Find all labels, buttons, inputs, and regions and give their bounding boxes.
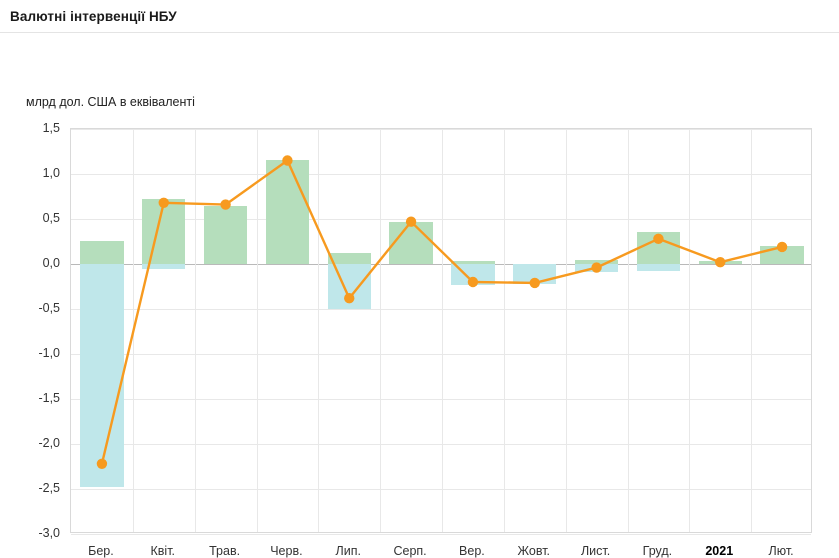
x-axis-tick-label: Лист.: [580, 544, 611, 558]
x-axis-tick-label: Лют.: [768, 544, 794, 558]
bar[interactable]: [80, 240, 124, 264]
y-axis-tick-label: -2,5: [38, 481, 60, 495]
x-axis-tick-label: Черв.: [270, 544, 303, 558]
gridline-horizontal: [71, 129, 811, 130]
plot-inner: [71, 129, 811, 535]
bar[interactable]: [451, 264, 495, 285]
bar[interactable]: [636, 231, 681, 264]
y-axis-tick-label: -1,5: [38, 391, 60, 405]
page-title: Валютні інтервенції НБУ: [10, 8, 177, 24]
bar[interactable]: [142, 199, 186, 264]
bar[interactable]: [389, 221, 433, 264]
gridline-horizontal: [71, 354, 811, 355]
gridline-horizontal: [71, 534, 811, 535]
bar[interactable]: [142, 264, 186, 269]
x-axis-tick-label: 2021: [705, 544, 734, 558]
chart-header: Валютні інтервенції НБУ: [0, 0, 839, 33]
gridline-horizontal: [71, 489, 811, 490]
x-axis-tick-label: Бер.: [88, 544, 114, 558]
x-axis-tick-label: Лип.: [335, 544, 361, 558]
bar[interactable]: [265, 159, 310, 264]
gridline-vertical: [380, 129, 382, 532]
chart-container: млрд дол. США в еквіваленті 1,5 1,0 0,5 0,0…: [0, 33, 839, 558]
bar[interactable]: [574, 264, 619, 273]
y-axis-tick-label: -3,0: [38, 526, 60, 540]
y-axis-tick-label: -1,0: [38, 346, 60, 360]
y-axis-tick-label: 0,5: [42, 211, 60, 225]
gridline-vertical: [442, 129, 443, 532]
plot-area: [70, 128, 812, 535]
gridline-vertical: [318, 129, 320, 532]
gridline-horizontal: [71, 309, 811, 310]
gridline-vertical: [503, 129, 505, 532]
gridline-vertical: [751, 129, 753, 532]
bar[interactable]: [203, 205, 248, 264]
gridline-vertical: [627, 129, 629, 532]
x-axis-tick-label: Жовт.: [517, 544, 551, 558]
bar[interactable]: [698, 261, 742, 264]
y-axis-tick-label: 1,5: [42, 121, 60, 135]
y-axis-tick-label: 1,0: [42, 166, 60, 180]
bar[interactable]: [760, 246, 804, 264]
x-axis-tick-label: Квіт.: [150, 544, 176, 558]
gridline-horizontal: [71, 444, 811, 445]
gridline-vertical: [565, 129, 567, 532]
gridline-horizontal: [71, 174, 811, 175]
axis-unit-label: млрд дол. США в еквіваленті: [26, 95, 195, 109]
gridline-vertical: [132, 129, 134, 532]
gridline-vertical: [194, 129, 196, 532]
bar[interactable]: [80, 264, 124, 488]
gridline-horizontal: [71, 399, 811, 400]
x-axis-tick-label: Вер.: [459, 544, 485, 558]
y-axis-tick-label: -2,0: [38, 436, 60, 450]
bar[interactable]: [327, 264, 371, 309]
y-axis-tick-label: 0,0: [42, 256, 60, 270]
bar[interactable]: [327, 253, 371, 264]
x-axis-tick-label: Серп.: [393, 544, 427, 558]
x-axis-tick-label: Груд.: [642, 544, 673, 558]
x-axis-tick-label: Трав.: [209, 544, 241, 558]
y-axis-tick-label: -0,5: [38, 301, 60, 315]
bar[interactable]: [636, 264, 681, 272]
gridline-vertical: [256, 129, 258, 532]
bar[interactable]: [513, 264, 557, 284]
gridline-vertical: [689, 129, 691, 532]
